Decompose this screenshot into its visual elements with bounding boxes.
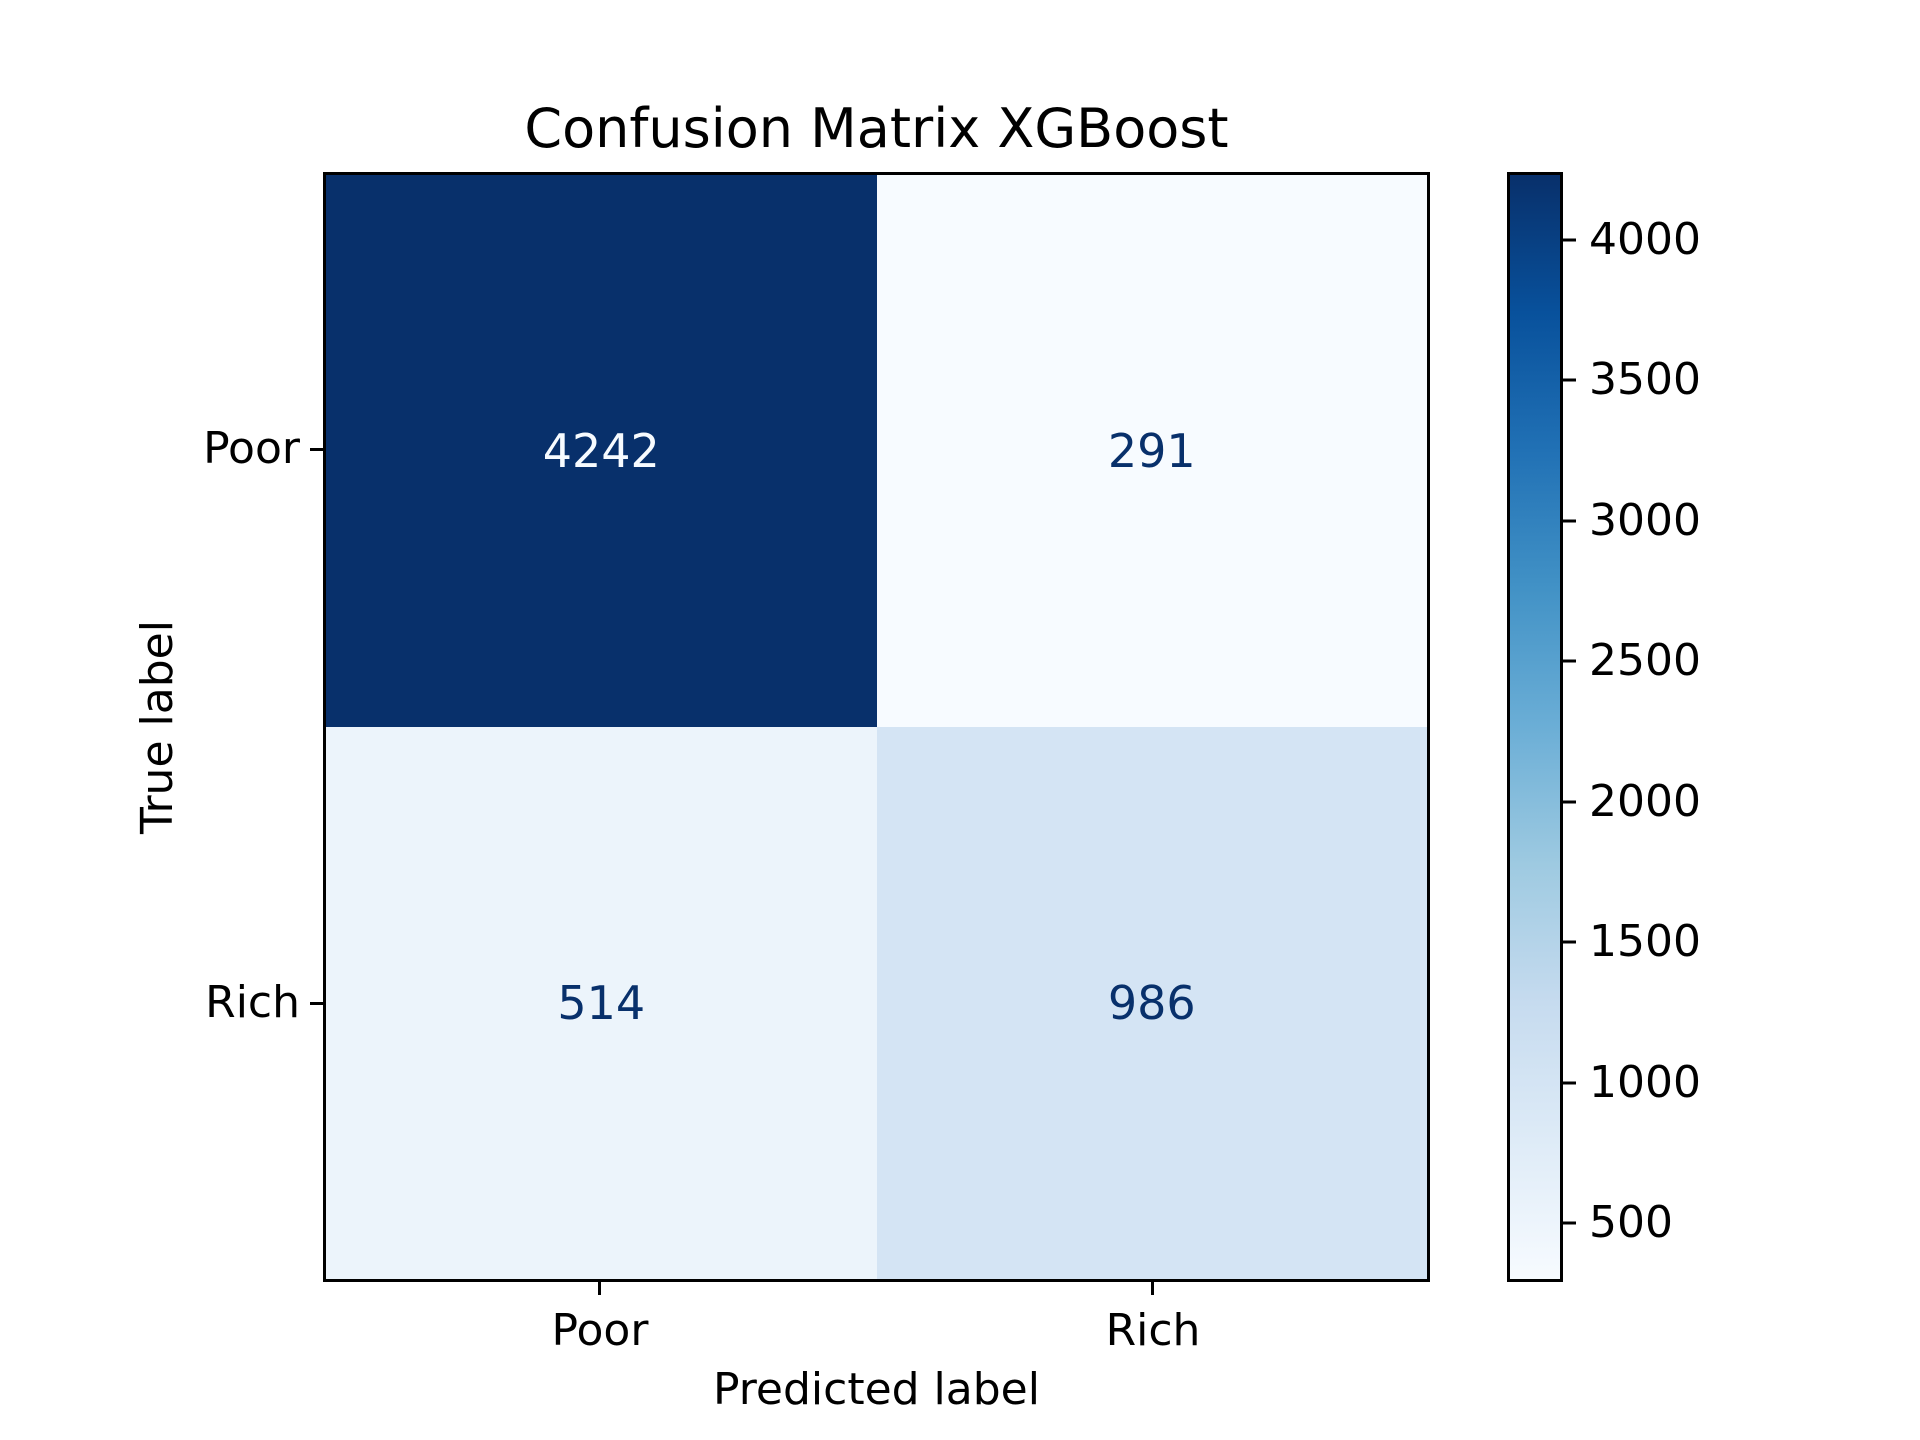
colorbar-tick-label: 1000	[1589, 1056, 1701, 1108]
colorbar-tick-label: 1500	[1589, 916, 1701, 968]
colorbar-tick-label: 4000	[1589, 214, 1701, 265]
colorbar-tick-label: 2000	[1589, 775, 1701, 827]
x-tick-label-poor: Poor	[551, 1305, 649, 1356]
colorbar-tick-mark	[1563, 519, 1576, 523]
x-tick-mark-rich	[1151, 1282, 1154, 1295]
colorbar-tick-mark	[1563, 1081, 1576, 1085]
matrix-cell-true-rich-pred-rich: 986	[876, 727, 1427, 1279]
colorbar-tick-mark	[1563, 800, 1576, 804]
y-axis-label: True label	[132, 620, 183, 834]
colorbar-tick-label: 2500	[1589, 635, 1701, 687]
colorbar-tick-mark	[1563, 659, 1576, 663]
colorbar-tick-mark	[1563, 1221, 1576, 1225]
heatmap-plot-area: 4242 291 514 986	[323, 172, 1430, 1282]
colorbar	[1507, 172, 1563, 1282]
matrix-cell-true-poor-pred-poor: 4242	[326, 175, 877, 727]
x-tick-label-rich: Rich	[1105, 1305, 1201, 1356]
chart-title: Confusion Matrix XGBoost	[524, 97, 1229, 160]
colorbar-tick-label: 3000	[1589, 494, 1701, 546]
matrix-cell-true-rich-pred-poor: 514	[326, 727, 877, 1279]
matrix-cell-true-poor-pred-rich: 291	[876, 175, 1427, 727]
y-tick-label-poor: Poor	[203, 423, 300, 474]
colorbar-gradient	[1510, 175, 1560, 1279]
y-tick-label-rich: Rich	[205, 977, 300, 1028]
x-tick-mark-poor	[598, 1282, 601, 1295]
colorbar-tick-label: 3500	[1589, 354, 1701, 406]
colorbar-ticks: 500 1000 1500 2000 2500 3000 3500 4000	[1563, 172, 1763, 1282]
colorbar-tick-label: 500	[1589, 1197, 1673, 1249]
x-axis-label: Predicted label	[713, 1364, 1040, 1415]
colorbar-tick-mark	[1563, 238, 1576, 242]
colorbar-tick-mark	[1563, 940, 1576, 944]
y-tick-mark-rich	[310, 1002, 323, 1005]
colorbar-tick-mark	[1563, 378, 1576, 382]
y-tick-mark-poor	[310, 448, 323, 451]
